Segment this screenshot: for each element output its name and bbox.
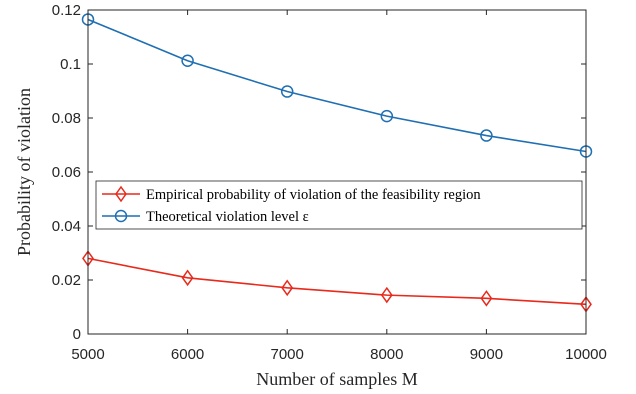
x-tick-label: 9000 <box>470 346 503 363</box>
y-tick-label: 0.12 <box>52 2 81 19</box>
plot-frame <box>87 9 587 335</box>
data-point <box>281 279 294 297</box>
y-tick-labels: 0 0.02 0.04 0.06 0.08 0.1 0.12 <box>52 2 81 343</box>
x-tick-label: 7000 <box>271 346 304 363</box>
x-tick-label: 10000 <box>565 346 607 363</box>
series-layer <box>81 13 593 313</box>
data-point <box>380 109 394 123</box>
x-tick-label: 5000 <box>71 346 104 363</box>
x-axis-label: Number of samples M <box>256 369 417 389</box>
data-point <box>280 85 294 98</box>
y-tick-label: 0.06 <box>52 164 81 181</box>
x-tick-labels: 5000 6000 7000 8000 9000 10000 <box>71 346 607 363</box>
plot-area <box>88 10 586 334</box>
x-tick-label: 6000 <box>171 346 204 363</box>
legend-box <box>95 180 583 230</box>
y-axis-label: Probability of violation <box>14 88 34 256</box>
y-tick-label: 0.08 <box>52 110 81 127</box>
y-tick-label: 0.1 <box>60 56 81 73</box>
legend-marker <box>114 209 128 223</box>
x-tick-label: 8000 <box>370 346 403 363</box>
y-tick-label: 0 <box>73 326 81 343</box>
series-2 <box>81 13 593 158</box>
legend-label: Empirical probability of violation of th… <box>146 187 481 203</box>
y-tick-label: 0.02 <box>52 272 81 289</box>
data-point <box>181 54 194 68</box>
legend: Empirical probability of violation of th… <box>95 180 583 230</box>
y-tick-label: 0.04 <box>52 218 81 235</box>
data-point <box>181 269 194 287</box>
legend-marker <box>115 185 127 203</box>
data-point <box>480 290 493 307</box>
data-point <box>380 286 393 304</box>
legend-label: Theoretical violation level ε <box>146 209 309 225</box>
series-line <box>87 18 587 153</box>
series-line <box>87 257 587 306</box>
data-point <box>480 129 493 142</box>
